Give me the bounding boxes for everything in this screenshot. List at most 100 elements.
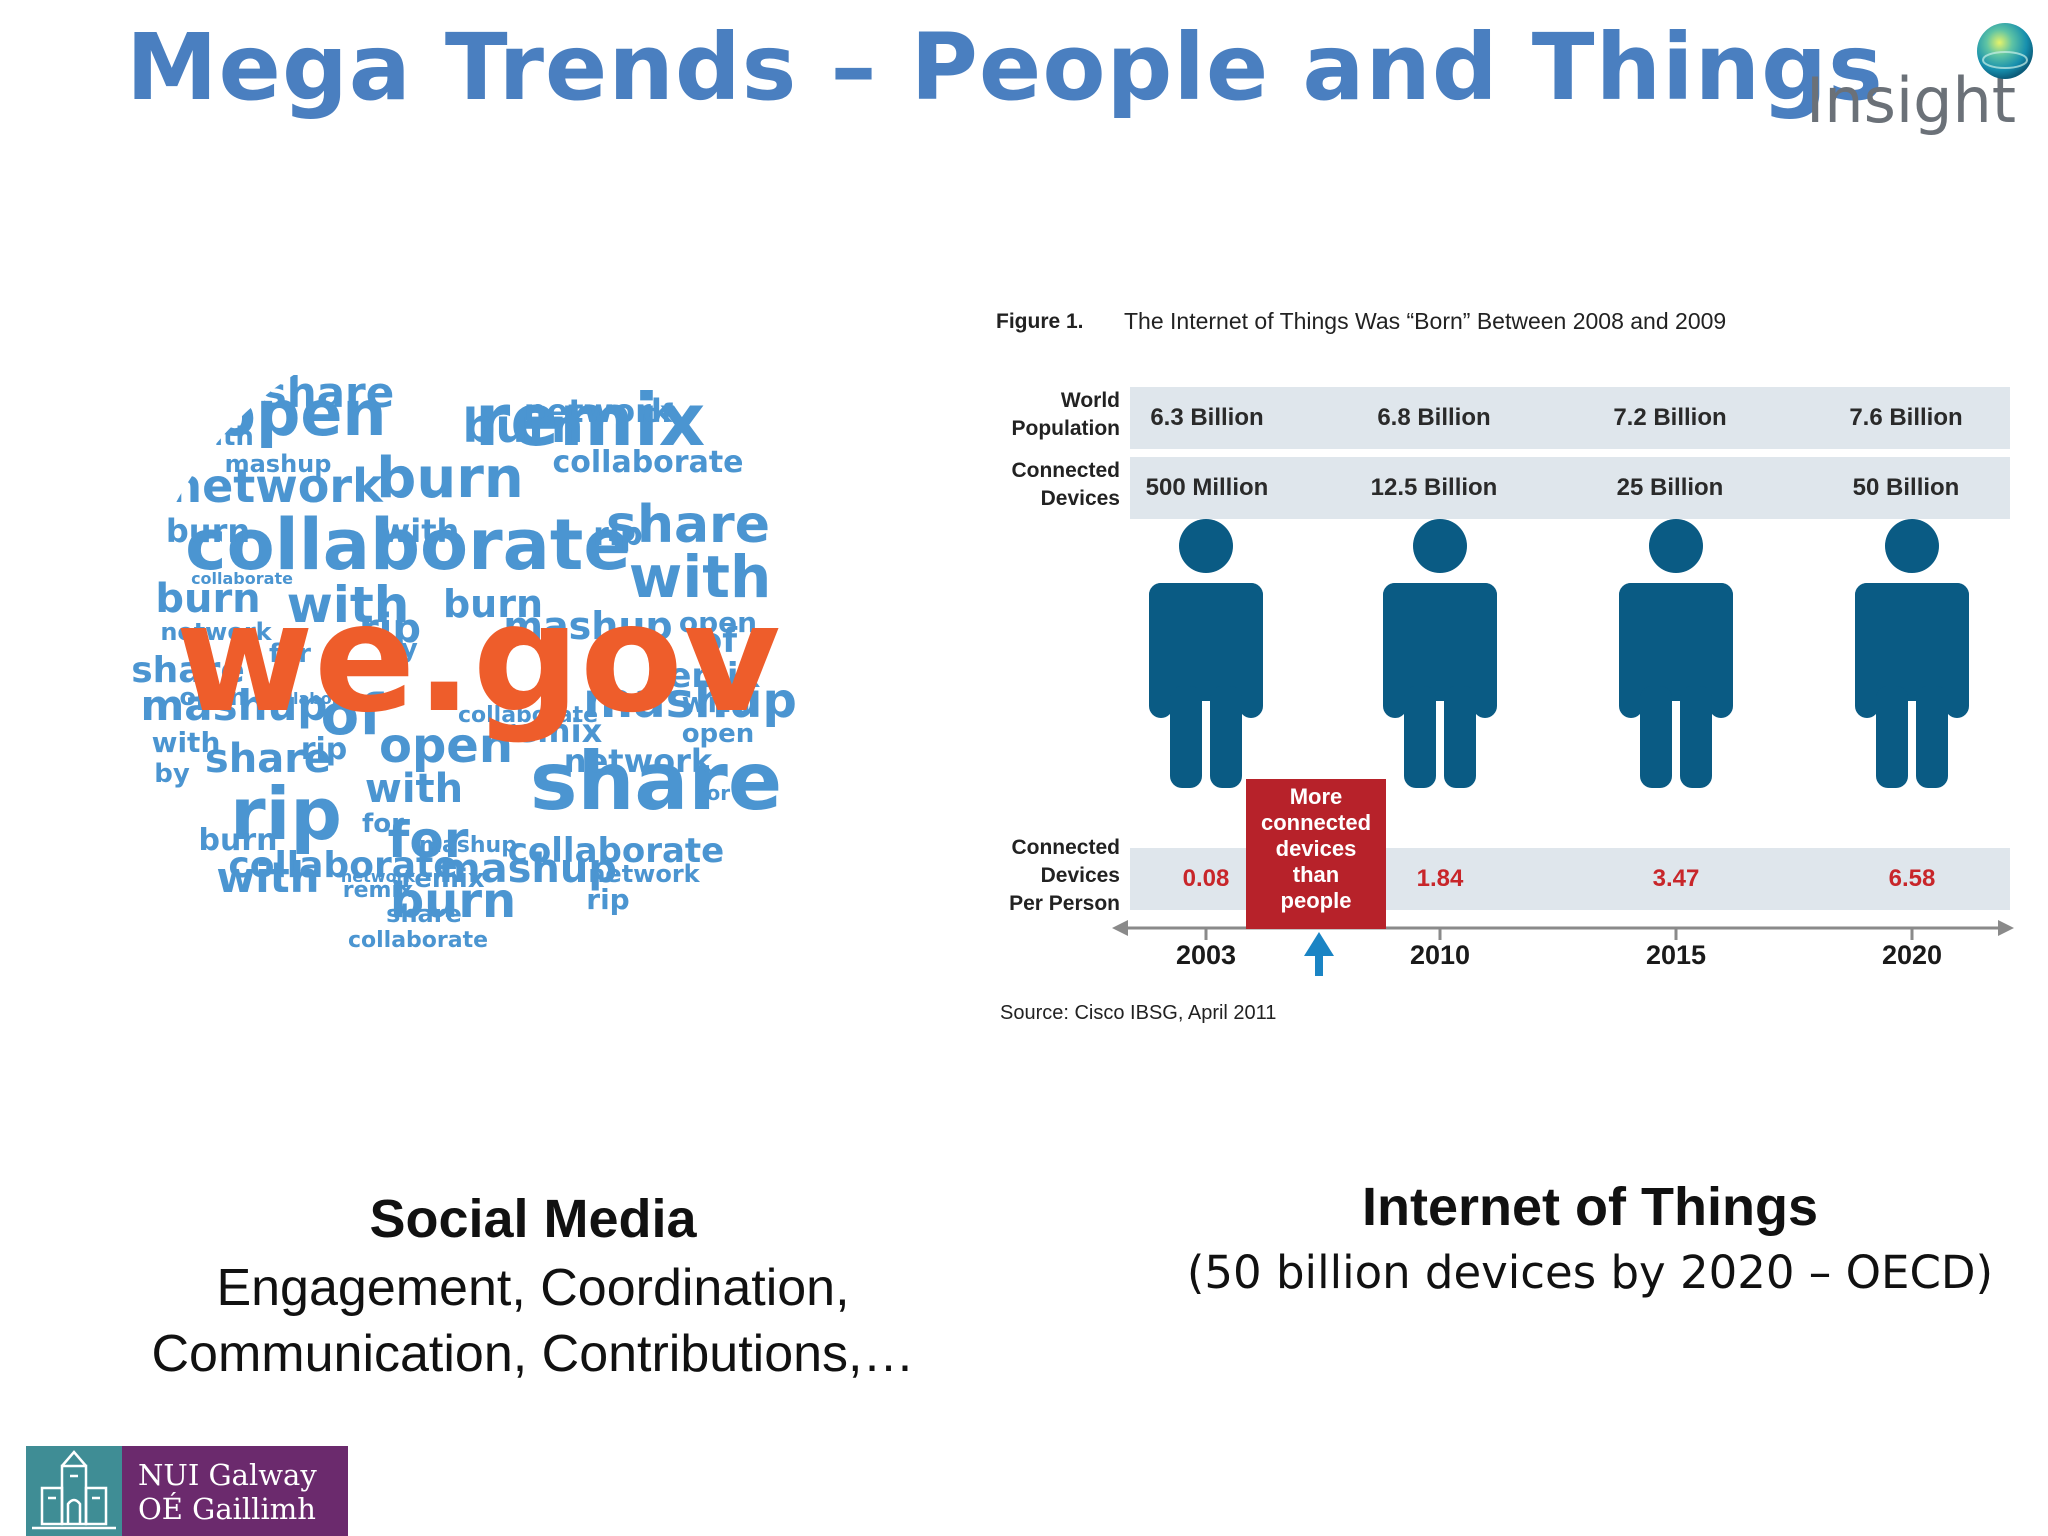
wordcloud-word: network — [588, 860, 700, 888]
wordcloud-word: network — [524, 392, 673, 430]
devices-2015: 25 Billion — [1616, 474, 1724, 501]
wordcloud-word: with — [152, 726, 221, 759]
iot-heading: Internet of Things — [1362, 1177, 1818, 1237]
wordcloud-word: rip — [359, 606, 421, 652]
year-2010: 2010 — [1409, 940, 1471, 970]
person-icon-2003 — [1149, 519, 1263, 788]
wordcloud-word: with — [365, 766, 463, 812]
wordcloud-word: share — [262, 368, 394, 417]
figure-number: Figure 1. — [996, 310, 1084, 333]
wordcloud-word: open — [679, 606, 757, 639]
wordcloud-word: collaborate — [458, 703, 598, 728]
insight-orb-icon — [1977, 23, 2033, 79]
wordcloud-word: network — [169, 459, 384, 513]
wordcloud-word: of — [699, 621, 738, 661]
insight-logo: Insight — [1790, 16, 2040, 146]
wordcloud-word: burn — [155, 576, 260, 622]
wordcloud-word: burn — [166, 512, 250, 550]
population-2010: 6.8 Billion — [1377, 404, 1491, 431]
social-media-line-2: Communication, Contributions,… — [151, 1325, 915, 1383]
wordcloud-word: for — [362, 809, 404, 839]
population-2020: 7.6 Billion — [1849, 404, 1963, 431]
wordcloud-word: network — [564, 742, 713, 780]
wordcloud-word: by — [382, 634, 418, 664]
iot-figure: Figure 1. The Internet of Things Was “Bo… — [990, 300, 2020, 1040]
wordcloud-word: remix — [500, 712, 603, 750]
iot-caption: Internet of Things (50 billion devices b… — [1130, 1176, 2048, 1299]
population-2003: 6.3 Billion — [1150, 404, 1264, 431]
wordcloud-word: with — [629, 543, 771, 611]
social-media-line-1: Engagement, Coordination, — [216, 1259, 850, 1317]
wordcloud-word: network — [341, 867, 416, 886]
wordcloud-word: mashup — [141, 681, 328, 730]
per-person-2015: 3.47 — [1652, 865, 1700, 892]
wordcloud-word: remix — [475, 378, 705, 462]
year-2015: 2015 — [1645, 940, 1707, 970]
devices-2020: 50 Billion — [1852, 474, 1960, 501]
iot-subtitle: (50 billion devices by 2020 – OECD) — [1186, 1246, 1994, 1299]
wordcloud-word: share — [530, 735, 782, 828]
wordcloud-word: mashup — [419, 833, 517, 858]
wordcloud-word: for — [388, 811, 469, 869]
wordcloud-word: burn — [376, 446, 523, 511]
wordcloud-word: with — [682, 686, 751, 719]
figure-caption: The Internet of Things Was “Born” Betwee… — [1124, 308, 1727, 334]
wordcloud-word: of — [321, 683, 384, 748]
wordcloud-word: rip — [586, 883, 629, 916]
wordcloud-word: rip — [301, 732, 348, 767]
population-band — [1130, 387, 2010, 449]
person-icon-2020 — [1855, 519, 1969, 788]
social-media-wordcloud: collaborateremixopensharenetworkburnmash… — [131, 368, 797, 953]
wordcloud-word: mashup — [225, 450, 332, 478]
population-2015: 7.2 Billion — [1613, 404, 1727, 431]
row-label-connected-devices: Connected Devices — [1011, 459, 1120, 510]
wordcloud-word: collaborate — [191, 569, 293, 588]
wordcloud-word: open — [682, 719, 755, 749]
wordcloud-word: remix — [401, 864, 484, 894]
wordcloud-word: by — [154, 759, 190, 789]
crossover-callout: More connected devices than people — [1246, 779, 1386, 929]
wordcloud-word: mashup — [583, 673, 797, 729]
wordcloud-word: mashup — [439, 846, 617, 892]
wordcloud-word: share — [606, 495, 770, 555]
wordcloud-word: collaborate — [508, 831, 724, 871]
wordcloud-word: for — [269, 639, 311, 669]
wordcloud-word: network — [160, 618, 272, 646]
wordcloud-word: with — [287, 576, 410, 634]
slide-title: Mega Trends – People and Things — [126, 14, 1884, 121]
wordcloud-word: remix — [343, 878, 413, 903]
wordcloud-word: collaborate — [348, 928, 488, 953]
wordcloud-word: share — [205, 736, 331, 782]
wordcloud-word: of — [643, 399, 673, 429]
wordcloud-word: with — [381, 512, 460, 550]
per-person-2010: 1.84 — [1416, 865, 1464, 892]
person-icon-2010 — [1383, 519, 1497, 788]
wordcloud-word: collaborate — [552, 445, 743, 480]
nui-logo-line-2: OÉ Gaillimh — [138, 1492, 316, 1526]
wordcloud-center-word: we.gov — [175, 572, 781, 746]
wordcloud-word: burn — [443, 582, 543, 626]
devices-band — [1130, 457, 2010, 519]
people-figures — [1112, 519, 2014, 976]
wordcloud-word: remix — [652, 656, 761, 696]
wordcloud-word: burn — [462, 399, 583, 453]
social-media-heading: Social Media — [369, 1189, 697, 1249]
wordcloud-word: with — [190, 422, 254, 452]
devices-2010: 12.5 Billion — [1370, 474, 1498, 501]
wordcloud-word: with — [216, 853, 319, 902]
row-label-devices-per-person: Connected Devices Per Person — [1009, 836, 1120, 915]
devices-2003: 500 Million — [1145, 474, 1269, 501]
nui-galway-logo: NUI Galway OÉ Gaillimh — [26, 1446, 348, 1536]
wordcloud-word: rip — [230, 772, 342, 856]
person-icon-2015 — [1619, 519, 1733, 788]
wordcloud-word: for — [698, 781, 730, 805]
wordcloud-word: share — [131, 650, 245, 691]
wordcloud-word: burn — [390, 873, 516, 929]
social-media-caption: Social Media Engagement, Coordination, C… — [80, 1188, 986, 1384]
year-2020: 2020 — [1881, 940, 1943, 970]
wordcloud-word: collaborate — [267, 689, 369, 708]
wordcloud-word: open — [379, 718, 513, 774]
wordcloud-word: mashup — [503, 604, 672, 648]
nui-logo-line-1: NUI Galway — [138, 1458, 317, 1492]
figure-source: Source: Cisco IBSG, April 2011 — [1000, 1002, 1277, 1024]
